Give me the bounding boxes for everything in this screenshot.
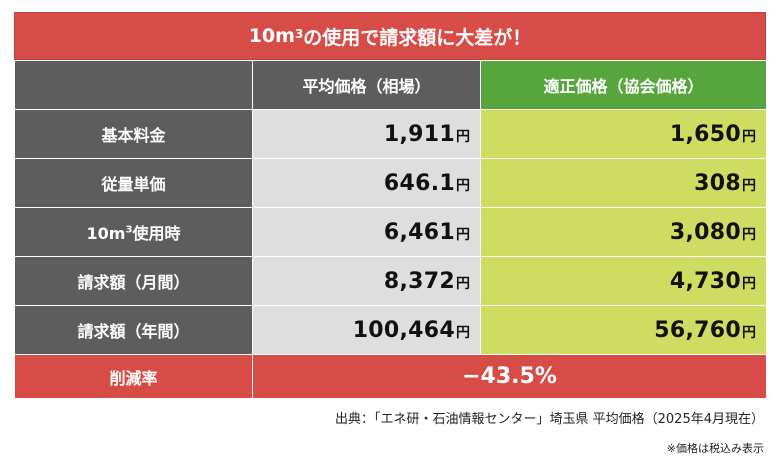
header-row: 平均価格（相場） 適正価格（協会価格）: [14, 60, 767, 110]
average-price-value: 1,911: [383, 121, 455, 147]
unit-label: 円: [742, 177, 756, 194]
table-row: 10m3使用時 6,461円 3,080円: [14, 207, 767, 257]
fair-price-cell: 4,730円: [480, 256, 767, 306]
table-row: 基本料金 1,911円 1,650円: [14, 109, 767, 159]
row-label-text: 基本料金: [101, 126, 166, 145]
tax-note: ※価格は税込み表示: [666, 442, 764, 455]
reduction-label: 削減率: [14, 354, 253, 399]
row-label: 従量単価: [14, 158, 253, 208]
table-row: 従量単価 646.1円 308円: [14, 158, 767, 208]
unit-label: 円: [456, 226, 470, 243]
unit-label: 円: [456, 275, 470, 292]
row-label: 基本料金: [14, 109, 253, 159]
row-label-superscript: 3: [125, 224, 133, 236]
fair-price-value: 56,760: [654, 317, 741, 343]
title-banner: 10m 3 の使用で請求額に大差が！: [14, 12, 766, 60]
average-price-value: 6,461: [383, 219, 455, 245]
fair-price-value: 4,730: [669, 268, 741, 294]
fair-price-value: 308: [694, 170, 741, 196]
average-price-cell: 100,464円: [252, 305, 481, 355]
unit-label: 円: [456, 177, 470, 194]
average-price-cell: 8,372円: [252, 256, 481, 306]
reduction-row: 削減率 −43.5%: [14, 354, 767, 399]
unit-label: 円: [742, 275, 756, 292]
table-row: 請求額（月間） 8,372円 4,730円: [14, 256, 767, 306]
header-corner: [14, 60, 253, 110]
row-label-text: 請求額（年間）: [77, 322, 190, 341]
average-price-cell: 1,911円: [252, 109, 481, 159]
fair-price-cell: 56,760円: [480, 305, 767, 355]
row-label: 請求額（月間）: [14, 256, 253, 306]
average-price-value: 8,372: [383, 268, 455, 294]
reduction-value: −43.5%: [252, 354, 767, 399]
average-price-value: 646.1: [383, 170, 455, 196]
fair-price-cell: 308円: [480, 158, 767, 208]
row-label-text: 従量単価: [101, 175, 166, 194]
title-suffix: の使用で請求額に大差が！: [303, 26, 532, 49]
unit-label: 円: [456, 324, 470, 341]
row-label-text: 請求額（月間）: [77, 273, 190, 292]
header-average-price: 平均価格（相場）: [252, 60, 481, 110]
row-label-text: 10m: [86, 224, 126, 243]
header-fair-price: 適正価格（協会価格）: [480, 60, 767, 110]
unit-label: 円: [742, 226, 756, 243]
average-price-value: 100,464: [352, 317, 455, 343]
table-row: 請求額（年間） 100,464円 56,760円: [14, 305, 767, 355]
price-comparison-table-container: 10m 3 の使用で請求額に大差が！ 平均価格（相場） 適正価格（協会価格） 基本料…: [14, 12, 767, 399]
title-superscript: 3: [294, 27, 304, 41]
fair-price-cell: 1,650円: [480, 109, 767, 159]
unit-label: 円: [742, 128, 756, 145]
fair-price-value: 1,650: [669, 121, 741, 147]
unit-label: 円: [742, 324, 756, 341]
title-prefix: 10m: [248, 25, 295, 47]
fair-price-cell: 3,080円: [480, 207, 767, 257]
fair-price-value: 3,080: [669, 219, 741, 245]
row-label: 請求額（年間）: [14, 305, 253, 355]
row-label-suffix: 使用時: [132, 224, 181, 243]
average-price-cell: 646.1円: [252, 158, 481, 208]
average-price-cell: 6,461円: [252, 207, 481, 257]
row-label: 10m3使用時: [14, 207, 253, 257]
unit-label: 円: [456, 128, 470, 145]
source-citation: 出典：「エネ研・石油情報センター」埼玉県 平均価格（2025年4月現在）: [335, 412, 764, 427]
comparison-table: 平均価格（相場） 適正価格（協会価格） 基本料金 1,911円 1,650円 従…: [14, 60, 767, 399]
